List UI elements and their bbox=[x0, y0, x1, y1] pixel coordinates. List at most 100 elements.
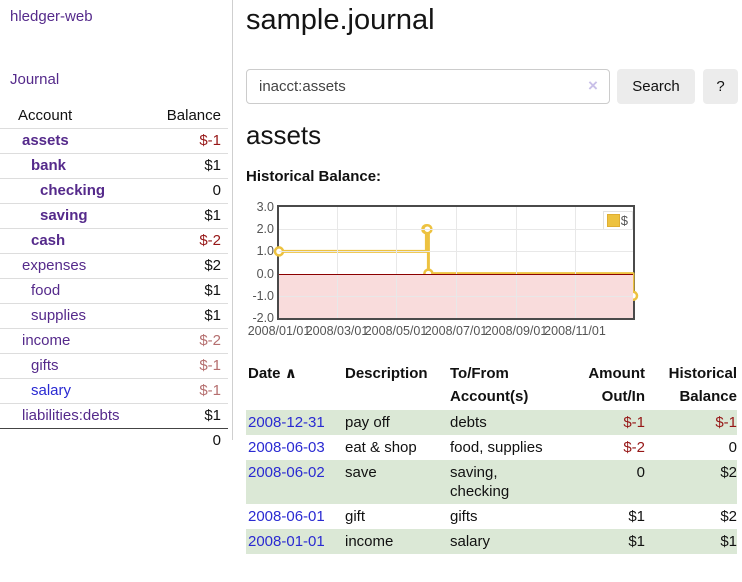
register-header-tofrom: To/From Account(s) bbox=[450, 365, 529, 405]
gridline bbox=[279, 229, 633, 230]
chart-legend: $ bbox=[602, 211, 633, 230]
legend-label: $ bbox=[620, 213, 628, 228]
gridline bbox=[456, 207, 457, 318]
search-input[interactable] bbox=[246, 69, 610, 104]
register-row: 2008-06-01 gift gifts $1 $2 bbox=[246, 504, 737, 529]
y-tick-label: 1.0 bbox=[256, 244, 274, 258]
account-balance: $1 bbox=[150, 303, 228, 329]
transaction-accounts: debts bbox=[450, 414, 487, 431]
transaction-date-link[interactable]: 2008-06-01 bbox=[248, 508, 325, 525]
transaction-amount: $1 bbox=[628, 533, 645, 550]
x-tick-label: 2008/09/01 bbox=[484, 324, 548, 338]
search-form: × Search ? bbox=[246, 69, 742, 104]
accounts-header-account: Account bbox=[18, 107, 73, 124]
transaction-amount: $-1 bbox=[623, 414, 645, 431]
chart-x-axis: 2008/01/01 2008/03/01 2008/05/01 2008/07/01… bbox=[246, 324, 742, 342]
account-row: liabilities:debts $1 bbox=[0, 403, 228, 429]
account-link-salary[interactable]: salary bbox=[31, 382, 72, 399]
account-balance: $2 bbox=[150, 253, 228, 279]
transaction-balance: $2 bbox=[720, 464, 737, 481]
x-tick-label: 2008/07/01 bbox=[424, 324, 488, 338]
accounts-total-value: 0 bbox=[150, 428, 228, 453]
search-button[interactable]: Search bbox=[617, 69, 695, 104]
account-balance: $-1 bbox=[150, 128, 228, 154]
register-header-balance: Historical Balance bbox=[668, 365, 737, 405]
historical-balance-chart: 3.0 2.0 1.0 0.0 -1.0 -2.0 $ 2008/01/01 2008/03… bbox=[246, 200, 742, 345]
account-link-cash[interactable]: cash bbox=[31, 232, 66, 249]
x-tick-label: 2008/05/01 bbox=[364, 324, 428, 338]
transaction-date-link[interactable]: 2008-12-31 bbox=[248, 414, 325, 431]
account-row: income $-2 bbox=[0, 328, 228, 354]
account-link-gifts[interactable]: gifts bbox=[31, 357, 59, 374]
account-balance: $1 bbox=[150, 403, 228, 429]
register-row: 2008-06-02 save saving, checking 0 $2 bbox=[246, 460, 737, 504]
account-heading: assets bbox=[246, 120, 322, 150]
transaction-amount: $-2 bbox=[623, 439, 645, 456]
transaction-date-link[interactable]: 2008-01-01 bbox=[248, 533, 325, 550]
account-link-expenses[interactable]: expenses bbox=[22, 257, 87, 274]
transaction-accounts: food, supplies bbox=[450, 439, 543, 456]
register-table: Date ∧ Description To/From Account(s) Am… bbox=[246, 362, 737, 554]
account-row: salary $-1 bbox=[0, 378, 228, 404]
register-row: 2008-01-01 income salary $1 $1 bbox=[246, 529, 737, 554]
account-row: cash $-2 bbox=[0, 228, 228, 254]
account-link-assets[interactable]: assets bbox=[22, 132, 69, 149]
account-link-food[interactable]: food bbox=[31, 282, 61, 299]
transaction-description: gift bbox=[345, 508, 366, 525]
account-row: bank $1 bbox=[0, 153, 228, 179]
account-row: supplies $1 bbox=[0, 303, 228, 329]
accounts-total-row: 0 bbox=[0, 428, 228, 453]
clear-search-icon[interactable]: × bbox=[588, 76, 598, 95]
transaction-description: pay off bbox=[345, 414, 390, 431]
transaction-balance: $1 bbox=[720, 533, 737, 550]
account-row: saving $1 bbox=[0, 203, 228, 229]
gridline bbox=[516, 207, 517, 318]
sidebar: hledger-web Journal Account Balance asse… bbox=[0, 0, 233, 453]
y-tick-label: 3.0 bbox=[256, 200, 274, 214]
gridline bbox=[279, 296, 633, 297]
transaction-description: save bbox=[345, 464, 377, 481]
x-tick-label: 2008/11/01 bbox=[544, 324, 606, 338]
transaction-balance: 0 bbox=[728, 439, 737, 456]
x-tick-label: 2008/01/01 bbox=[247, 324, 311, 338]
register-row: 2008-06-03 eat & shop food, supplies $-2… bbox=[246, 435, 737, 460]
account-link-saving[interactable]: saving bbox=[40, 207, 88, 224]
transaction-date-link[interactable]: 2008-06-02 bbox=[248, 464, 325, 481]
account-balance: $1 bbox=[150, 153, 228, 179]
transaction-description: eat & shop bbox=[345, 439, 417, 456]
transaction-amount: 0 bbox=[636, 464, 645, 481]
accounts-header-balance: Balance bbox=[166, 107, 221, 124]
account-row: food $1 bbox=[0, 278, 228, 304]
y-tick-label: 2.0 bbox=[256, 222, 274, 236]
gridline bbox=[337, 207, 338, 318]
sidebar-item-journal[interactable]: Journal bbox=[10, 71, 60, 88]
transaction-date-link[interactable]: 2008-06-03 bbox=[248, 439, 325, 456]
chart-y-axis: 3.0 2.0 1.0 0.0 -1.0 -2.0 bbox=[246, 200, 274, 325]
help-button[interactable]: ? bbox=[703, 69, 738, 104]
account-row: expenses $2 bbox=[0, 253, 228, 279]
account-link-bank[interactable]: bank bbox=[31, 157, 67, 174]
account-link-checking[interactable]: checking bbox=[40, 182, 106, 199]
chart-plot-area[interactable]: $ bbox=[273, 205, 639, 320]
account-link-income[interactable]: income bbox=[22, 332, 71, 349]
accounts-table: Account Balance assets $-1 bank $1 check… bbox=[0, 104, 228, 453]
register-header-date[interactable]: Date ∧ bbox=[248, 365, 297, 382]
chart-title: Historical Balance: bbox=[246, 168, 382, 185]
account-link-liabilities-debts[interactable]: liabilities:debts bbox=[22, 407, 120, 424]
account-row: assets $-1 bbox=[0, 128, 228, 154]
gridline bbox=[396, 207, 397, 318]
account-balance: $-1 bbox=[150, 378, 228, 404]
app-brand-link[interactable]: hledger-web bbox=[10, 8, 93, 25]
transaction-balance: $-1 bbox=[715, 414, 737, 431]
account-row: gifts $-1 bbox=[0, 353, 228, 379]
account-balance: $-1 bbox=[150, 353, 228, 379]
y-tick-label: -1.0 bbox=[252, 289, 274, 303]
register-row: 2008-12-31 pay off debts $-1 $-1 bbox=[246, 410, 737, 435]
accounts-table-header: Account Balance bbox=[0, 104, 228, 129]
account-balance: $-2 bbox=[150, 328, 228, 354]
account-link-supplies[interactable]: supplies bbox=[31, 307, 87, 324]
y-tick-label: 0.0 bbox=[256, 267, 274, 281]
page-title: sample.journal bbox=[246, 4, 435, 36]
transaction-accounts: gifts bbox=[450, 508, 478, 525]
gridline bbox=[575, 207, 576, 318]
